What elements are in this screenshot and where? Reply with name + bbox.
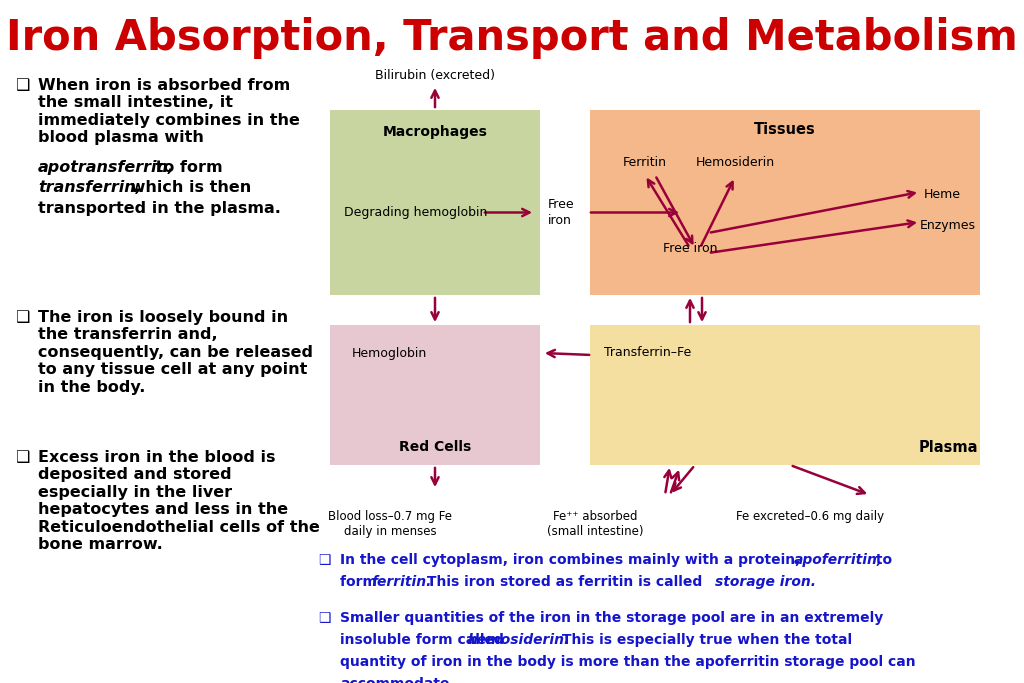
Text: Free
iron: Free iron — [548, 199, 574, 227]
Text: form: form — [340, 575, 382, 589]
Text: This is especially true when the total: This is especially true when the total — [557, 633, 852, 647]
FancyBboxPatch shape — [330, 110, 540, 295]
Text: ❑: ❑ — [15, 78, 30, 93]
Text: accommodate.: accommodate. — [340, 677, 455, 683]
Text: Enzymes: Enzymes — [920, 219, 976, 232]
Text: Bilirubin (excreted): Bilirubin (excreted) — [375, 68, 495, 81]
Text: Transferrin–Fe: Transferrin–Fe — [604, 346, 691, 359]
Text: Heme: Heme — [924, 189, 961, 201]
Text: When iron is absorbed from
the small intestine, it
immediately combines in the
b: When iron is absorbed from the small int… — [38, 78, 300, 145]
Text: apotransferrin,: apotransferrin, — [38, 160, 175, 175]
Text: Blood loss–0.7 mg Fe
daily in menses: Blood loss–0.7 mg Fe daily in menses — [328, 510, 452, 538]
Text: ❑: ❑ — [15, 450, 30, 465]
Text: Plasma: Plasma — [919, 439, 978, 454]
Text: Smaller quantities of the iron in the storage pool are in an extremely: Smaller quantities of the iron in the st… — [340, 611, 884, 625]
Text: quantity of iron in the body is more than the apoferritin storage pool can: quantity of iron in the body is more tha… — [340, 655, 915, 669]
Text: Hemoglobin: Hemoglobin — [352, 346, 427, 359]
Text: ferritin.: ferritin. — [371, 575, 431, 589]
Text: The iron is loosely bound in
the transferrin and,
consequently, can be released
: The iron is loosely bound in the transfe… — [38, 310, 313, 395]
Text: hemosiderin.: hemosiderin. — [468, 633, 570, 647]
Text: Fe excreted–0.6 mg daily: Fe excreted–0.6 mg daily — [736, 510, 884, 523]
Text: insoluble form called: insoluble form called — [340, 633, 509, 647]
Text: Macrophages: Macrophages — [383, 125, 487, 139]
Text: Tissues: Tissues — [754, 122, 816, 137]
Text: Excess iron in the blood is
deposited and stored
especially in the liver
hepatoc: Excess iron in the blood is deposited an… — [38, 450, 319, 552]
Text: Hemosiderin: Hemosiderin — [695, 156, 774, 169]
Text: ❑: ❑ — [318, 553, 331, 567]
Text: ❑: ❑ — [318, 611, 331, 625]
Text: which is then: which is then — [125, 180, 251, 195]
Text: This iron stored as ferritin is called: This iron stored as ferritin is called — [422, 575, 708, 589]
Text: Degrading hemoglobin: Degrading hemoglobin — [344, 206, 487, 219]
Text: ❑: ❑ — [15, 310, 30, 325]
Text: Iron Absorption, Transport and Metabolism: Iron Absorption, Transport and Metabolis… — [6, 17, 1018, 59]
FancyBboxPatch shape — [330, 325, 540, 465]
FancyBboxPatch shape — [590, 110, 980, 295]
Text: to form: to form — [150, 160, 222, 175]
Text: apoferritin,: apoferritin, — [794, 553, 883, 567]
Text: Fe⁺⁺ absorbed
(small intestine): Fe⁺⁺ absorbed (small intestine) — [547, 510, 643, 538]
Text: transferrin,: transferrin, — [38, 180, 141, 195]
Text: Red Cells: Red Cells — [399, 440, 471, 454]
Text: transported in the plasma.: transported in the plasma. — [38, 201, 281, 216]
Text: Ferritin: Ferritin — [623, 156, 667, 169]
Text: Free iron: Free iron — [663, 242, 717, 255]
FancyBboxPatch shape — [590, 325, 980, 465]
Text: storage iron.: storage iron. — [715, 575, 816, 589]
Text: In the cell cytoplasm, iron combines mainly with a protein,: In the cell cytoplasm, iron combines mai… — [340, 553, 805, 567]
Text: to: to — [871, 553, 892, 567]
